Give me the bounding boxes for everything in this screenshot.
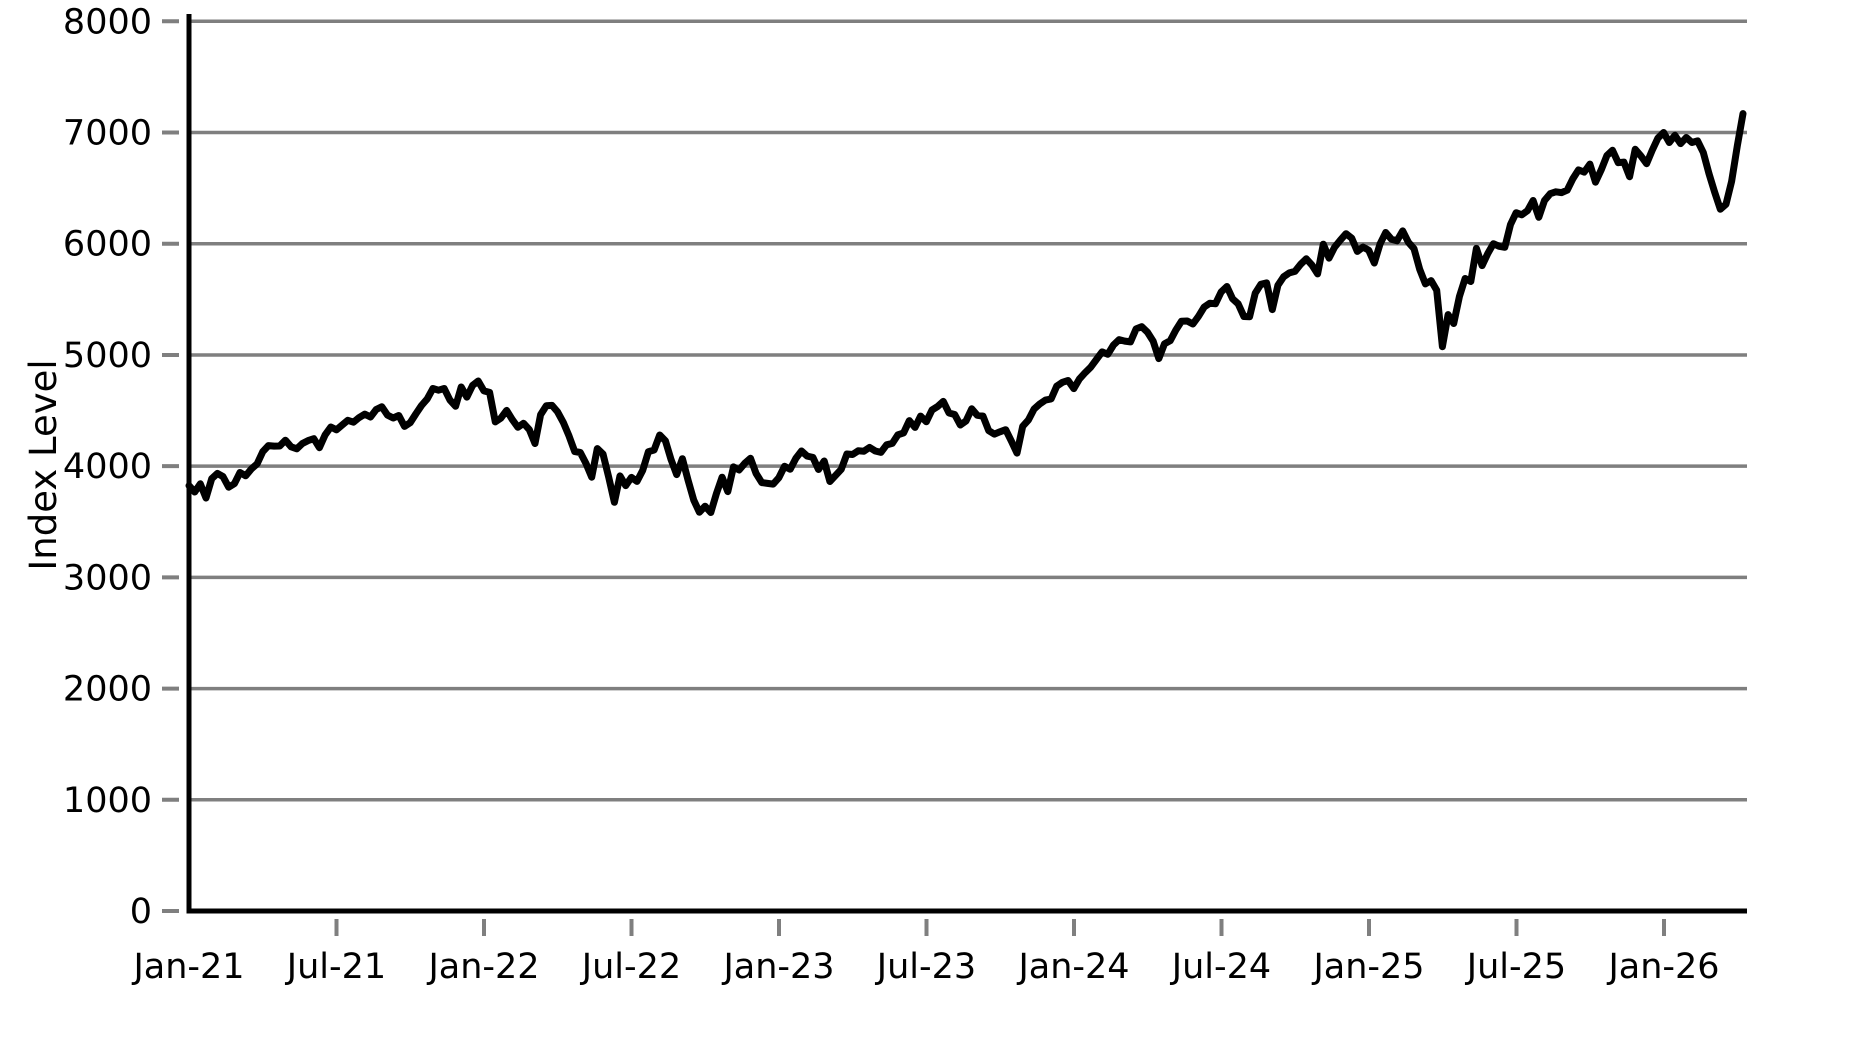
x-tick-label-Jul-24: Jul-24 bbox=[1170, 947, 1271, 987]
y-tick-labels: 0 1000 2000 3000 4000 5000 6000 7000 8000 bbox=[63, 2, 152, 932]
x-tick-label-Jan-22: Jan-22 bbox=[426, 947, 539, 987]
y-tick-label-8000: 8000 bbox=[63, 2, 152, 42]
y-tick-label-5000: 5000 bbox=[63, 336, 152, 376]
axis-spines bbox=[186, 14, 1747, 914]
y-tick-label-7000: 7000 bbox=[63, 114, 152, 154]
x-tick-label-Jan-21: Jan-21 bbox=[131, 947, 244, 987]
y-tick-label-6000: 6000 bbox=[63, 225, 152, 265]
x-tick-label-Jan-24: Jan-24 bbox=[1016, 947, 1129, 987]
x-tick-label-Jul-22: Jul-22 bbox=[580, 947, 681, 987]
y-tick-label-3000: 3000 bbox=[63, 558, 152, 598]
x-tick-label-Jan-25: Jan-25 bbox=[1311, 947, 1424, 987]
index-series-line bbox=[185, 110, 1747, 516]
y-tick-label-1000: 1000 bbox=[63, 781, 152, 821]
x-tick-labels: Jan-21 Jul-21 Jan-22 Jul-22 Jan-23 Jul-23 Jan-… bbox=[131, 947, 1719, 987]
y-tick-label-4000: 4000 bbox=[63, 447, 152, 487]
x-tick-label-Jul-21: Jul-21 bbox=[285, 947, 386, 987]
gridlines bbox=[189, 19, 1747, 802]
x-tick-label-Jul-25: Jul-25 bbox=[1465, 947, 1566, 987]
y-tick-label-2000: 2000 bbox=[63, 670, 152, 710]
y-tick-label-0: 0 bbox=[130, 892, 152, 932]
x-tick-label-Jan-23: Jan-23 bbox=[721, 947, 834, 987]
x-tick-marks bbox=[334, 919, 1666, 936]
x-tick-label-Jul-23: Jul-23 bbox=[875, 947, 976, 987]
y-axis-title: Index Level bbox=[22, 359, 65, 570]
y-tick-marks bbox=[162, 19, 179, 913]
x-tick-label-Jan-26: Jan-26 bbox=[1606, 947, 1719, 987]
